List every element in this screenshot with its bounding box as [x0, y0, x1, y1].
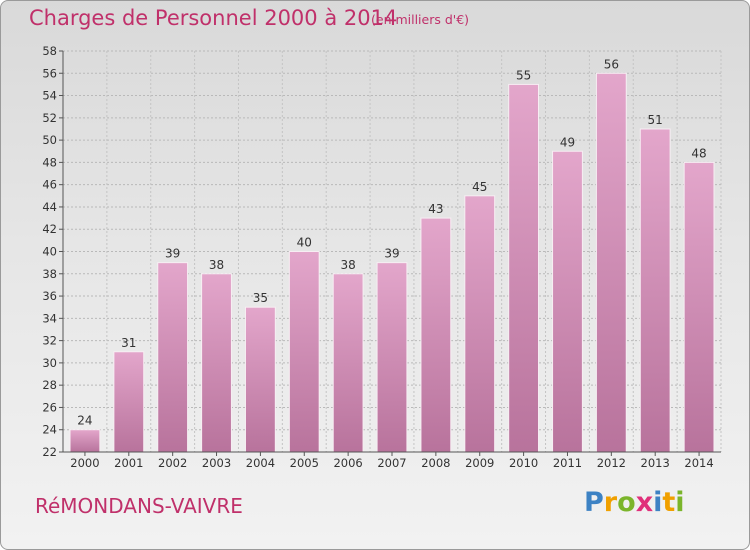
- x-tick-label: 2001: [114, 456, 143, 470]
- x-tick-label: 2014: [684, 456, 713, 470]
- bar: [113, 351, 145, 453]
- data-label: 38: [340, 258, 355, 272]
- y-tick-label: 38: [42, 267, 57, 281]
- x-tick-label: 2010: [509, 456, 538, 470]
- y-tick-label: 48: [42, 155, 57, 169]
- y-tick-label: 24: [42, 423, 57, 437]
- y-tick-label: 40: [42, 245, 57, 259]
- x-tick-label: 2008: [421, 456, 450, 470]
- y-tick-label: 50: [42, 133, 57, 147]
- bar: [639, 128, 671, 453]
- y-tick-label: 46: [42, 178, 57, 192]
- bar: [376, 262, 408, 453]
- bar: [201, 273, 232, 453]
- axes: 22 24 26 28 30 32 34 36 38 40 42 44 46 48 50 52 54 56 58 20…: [42, 44, 721, 470]
- data-label: 40: [297, 236, 312, 250]
- x-tick-label: 2000: [70, 456, 99, 470]
- data-label: 43: [428, 202, 443, 216]
- y-tick-label: 58: [42, 44, 57, 58]
- data-label: 39: [165, 247, 180, 261]
- proxiti-logo[interactable]: Proxiti: [584, 487, 685, 518]
- bar: [420, 217, 452, 453]
- x-tick-label: 2006: [333, 456, 362, 470]
- y-tick-label: 56: [42, 66, 57, 80]
- bars: 24 31 39 38 35 40 38 39 43 45 55 49 56 51 48: [69, 57, 715, 453]
- x-tick-label: 2012: [597, 456, 626, 470]
- y-tick-label: 54: [42, 89, 57, 103]
- y-tick-label: 44: [42, 200, 57, 214]
- x-tick-label: 2005: [290, 456, 319, 470]
- bar: [69, 429, 101, 453]
- x-tick-label: 2004: [246, 456, 275, 470]
- data-label: 31: [121, 336, 136, 350]
- bar: [288, 251, 320, 453]
- data-label: 45: [472, 180, 487, 194]
- y-tick-label: 42: [42, 222, 57, 236]
- data-label: 39: [384, 247, 399, 261]
- commune-name: RéMONDANS-VAIVRE: [35, 494, 243, 518]
- y-tick-label: 32: [42, 334, 57, 348]
- y-tick-label: 22: [42, 445, 57, 459]
- data-label: 56: [604, 57, 619, 71]
- y-tick-label: 36: [42, 289, 57, 303]
- chart-title: Charges de Personnel 2000 à 2014: [29, 6, 398, 30]
- y-tick-label: 52: [42, 111, 57, 125]
- bar: [157, 262, 189, 453]
- y-tick-label: 28: [42, 378, 57, 392]
- bar: [552, 150, 583, 453]
- data-label: 24: [77, 414, 92, 428]
- data-label: 49: [560, 135, 575, 149]
- bar: [683, 161, 715, 453]
- bar: [464, 195, 496, 453]
- chart-subtitle: (en milliers d'€): [371, 12, 470, 27]
- bar: [332, 273, 364, 453]
- bar: [508, 83, 540, 453]
- data-label: 38: [209, 258, 224, 272]
- y-tick-label: 26: [42, 400, 57, 414]
- y-tick-label: 30: [42, 356, 57, 370]
- data-label: 48: [691, 146, 706, 160]
- x-tick-label: 2009: [465, 456, 494, 470]
- x-tick-label: 2007: [377, 456, 406, 470]
- y-tick-label: 34: [42, 311, 57, 325]
- bar: [244, 306, 276, 453]
- x-tick-label: 2013: [641, 456, 670, 470]
- data-label: 51: [648, 113, 663, 127]
- bar: [595, 72, 627, 453]
- x-tick-label: 2002: [158, 456, 187, 470]
- data-label: 55: [516, 68, 531, 82]
- x-tick-label: 2003: [202, 456, 231, 470]
- x-tick-label: 2011: [553, 456, 582, 470]
- data-label: 35: [253, 291, 268, 305]
